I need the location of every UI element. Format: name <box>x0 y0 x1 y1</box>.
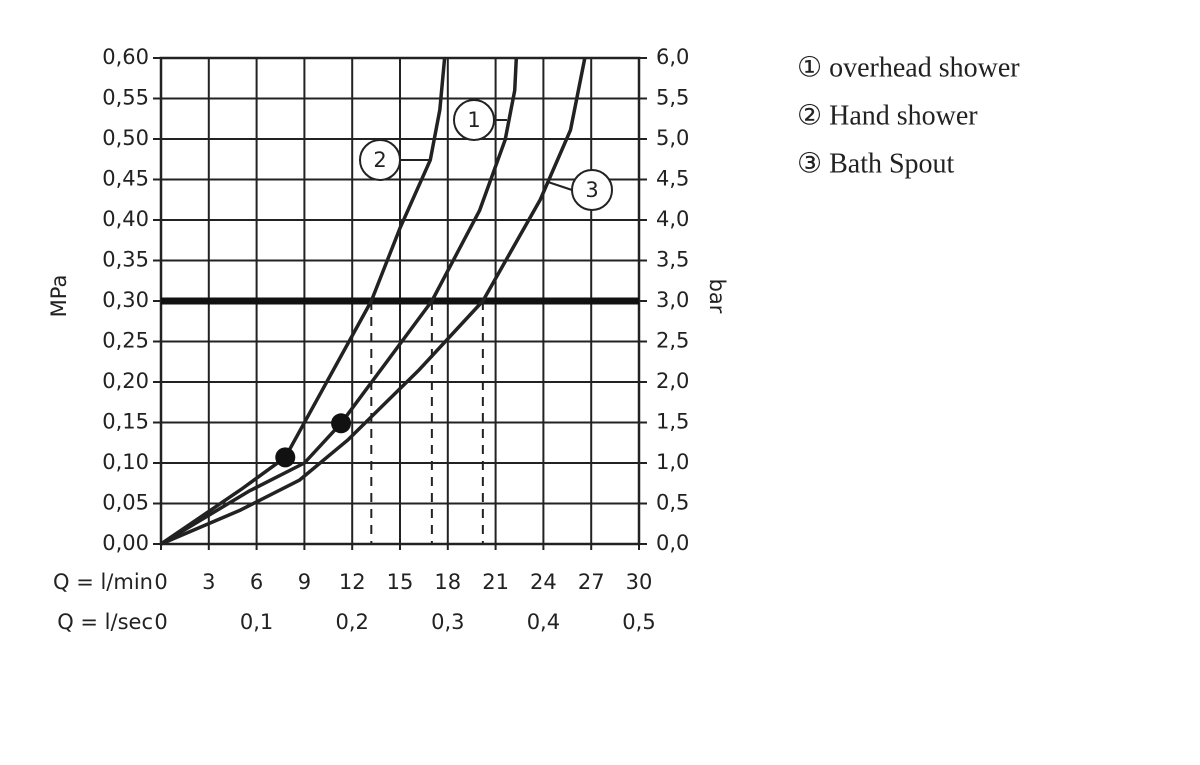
y2-tick-label: 4,5 <box>656 167 689 191</box>
x-tick-label: 0 <box>154 570 167 594</box>
y-tick-label: 0,40 <box>102 207 149 231</box>
marker-dot <box>331 413 352 434</box>
y2-tick-label: 4,0 <box>656 207 689 231</box>
x-tick-label: 6 <box>250 570 263 594</box>
callout-leader <box>547 181 573 191</box>
x2-axis-label: Q = l/sec <box>57 610 153 634</box>
x2-tick-label: 0,1 <box>240 610 273 634</box>
x-tick-label: 24 <box>530 570 557 594</box>
callout-label: 3 <box>585 178 598 202</box>
legend-entry: ① overhead shower <box>797 52 1020 83</box>
y2-tick-label: 3,5 <box>656 248 689 272</box>
y2-tick-label: 1,5 <box>656 410 689 434</box>
x-tick-label: 30 <box>626 570 653 594</box>
y-tick-label: 0,00 <box>102 531 149 555</box>
marker-dot <box>275 447 296 468</box>
x2-tick-label: 0,5 <box>622 610 655 634</box>
x-tick-label: 15 <box>387 570 414 594</box>
y-tick-label: 0,60 <box>102 45 149 69</box>
y2-tick-label: 3,0 <box>656 288 689 312</box>
series-line <box>160 57 519 546</box>
legend-entry: ③ Bath Spout <box>797 148 955 179</box>
y-tick-label: 0,30 <box>102 288 149 312</box>
y-tick-label: 0,45 <box>102 167 149 191</box>
x-axis-label: Q = l/min <box>53 570 153 594</box>
y-tick-label: 0,35 <box>102 248 149 272</box>
callout-circle <box>359 139 401 181</box>
series-line <box>160 57 587 546</box>
y-axis-label: MPa <box>47 275 71 318</box>
x2-tick-label: 0,4 <box>527 610 560 634</box>
y2-tick-label: 6,0 <box>656 45 689 69</box>
y2-tick-label: 5,5 <box>656 86 689 110</box>
callout-circle <box>571 169 613 211</box>
x-tick-label: 27 <box>578 570 605 594</box>
y2-tick-label: 2,0 <box>656 369 689 393</box>
y2-tick-label: 0,5 <box>656 491 689 515</box>
y-tick-label: 0,50 <box>102 126 149 150</box>
y2-axis-label: bar <box>705 279 729 314</box>
x-tick-label: 9 <box>298 570 311 594</box>
y-tick-label: 0,55 <box>102 86 149 110</box>
x2-tick-label: 0 <box>154 610 167 634</box>
x-tick-label: 12 <box>339 570 366 594</box>
y-tick-label: 0,10 <box>102 450 149 474</box>
y-tick-label: 0,05 <box>102 491 149 515</box>
y2-tick-label: 0,0 <box>656 531 689 555</box>
y-tick-label: 0,25 <box>102 329 149 353</box>
y-tick-label: 0,15 <box>102 410 149 434</box>
y-tick-label: 0,20 <box>102 369 149 393</box>
callout-circle <box>453 99 495 141</box>
x-tick-label: 21 <box>482 570 509 594</box>
x2-tick-label: 0,2 <box>335 610 368 634</box>
callout-label: 1 <box>467 108 480 132</box>
x-tick-label: 3 <box>202 570 215 594</box>
x2-tick-label: 0,3 <box>431 610 464 634</box>
series-line <box>160 57 447 546</box>
legend-entry: ② Hand shower <box>797 100 978 131</box>
callout-label: 2 <box>373 148 386 172</box>
y2-tick-label: 5,0 <box>656 126 689 150</box>
x-tick-label: 18 <box>434 570 461 594</box>
y2-tick-label: 2,5 <box>656 329 689 353</box>
y2-tick-label: 1,0 <box>656 450 689 474</box>
